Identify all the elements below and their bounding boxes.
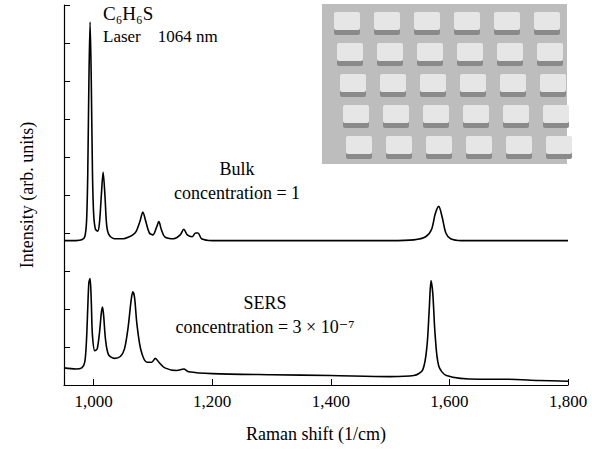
svg-text:1,000: 1,000 bbox=[75, 392, 113, 411]
svg-text:1,400: 1,400 bbox=[312, 392, 350, 411]
svg-text:concentration = 3 × 10⁻⁷: concentration = 3 × 10⁻⁷ bbox=[175, 317, 354, 337]
svg-text:1,600: 1,600 bbox=[430, 392, 468, 411]
svg-text:C₆H₆S: C₆H₆S bbox=[103, 3, 153, 24]
svg-text:Bulk: Bulk bbox=[219, 159, 254, 179]
svg-text:1,200: 1,200 bbox=[193, 392, 231, 411]
svg-text:Raman shift (1/cm): Raman shift (1/cm) bbox=[246, 424, 386, 445]
svg-text:1,800: 1,800 bbox=[549, 392, 587, 411]
svg-text:Intensity (arb. units): Intensity (arb. units) bbox=[17, 122, 38, 268]
svg-text:Laser 1064 nm: Laser 1064 nm bbox=[103, 27, 218, 46]
svg-text:concentration = 1: concentration = 1 bbox=[174, 183, 300, 203]
svg-text:SERS: SERS bbox=[243, 293, 286, 313]
